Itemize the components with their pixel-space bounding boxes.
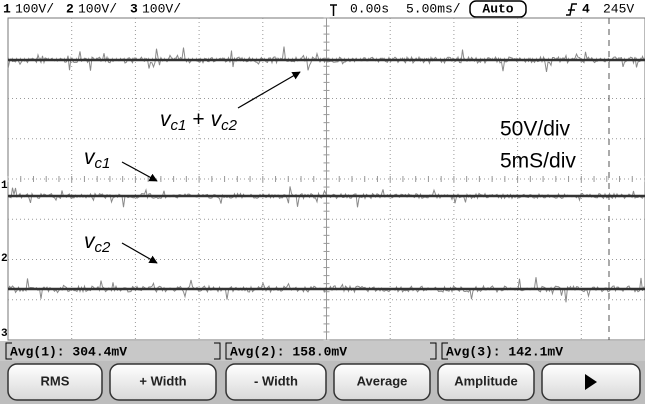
- label-plus: +: [192, 108, 204, 131]
- channel-scale: 100V/: [142, 1, 181, 16]
- time-per-div: 5mS/div: [500, 150, 576, 173]
- softkey-label[interactable]: Amplitude: [454, 373, 518, 388]
- trigger-source: 4: [582, 1, 590, 16]
- measurement: Avg(1): 304.4mV: [10, 344, 127, 359]
- channel-marker: 3: [1, 328, 8, 340]
- softkey-label[interactable]: + Width: [139, 373, 186, 388]
- softkey-label[interactable]: Average: [357, 373, 408, 388]
- oscilloscope-screen: 1 100V/ 2 100V/ 3 100V/ 0.00s 5.00ms/ Au…: [0, 0, 645, 404]
- label-sub: c2: [95, 239, 112, 256]
- delay: 0.00s: [350, 1, 389, 16]
- timebase: 5.00ms/: [406, 1, 461, 16]
- channel-marker: 2: [1, 253, 8, 265]
- channel-marker: 1: [1, 180, 8, 192]
- label-sub: c1: [95, 155, 111, 172]
- softkey-label[interactable]: RMS: [41, 373, 70, 388]
- channel-scale: 100V/: [15, 1, 54, 16]
- channel-label: 1: [3, 1, 11, 16]
- softkey-label[interactable]: - Width: [254, 373, 298, 388]
- trigger-mode: Auto: [482, 1, 513, 16]
- volts-per-div: 50V/div: [500, 118, 571, 141]
- label-sub: c2: [221, 117, 238, 134]
- measurement: Avg(3): 142.1mV: [446, 344, 563, 359]
- trigger-level: 245V: [603, 1, 634, 16]
- channel-scale: 100V/: [78, 1, 117, 16]
- measurement: Avg(2): 158.0mV: [230, 344, 347, 359]
- label-sub: c1: [171, 117, 187, 134]
- channel-label: 2: [66, 1, 74, 16]
- measurements: Avg(1): 304.4mV Avg(2): 158.0mV Avg(3): …: [6, 343, 563, 359]
- channel-label: 3: [130, 1, 138, 16]
